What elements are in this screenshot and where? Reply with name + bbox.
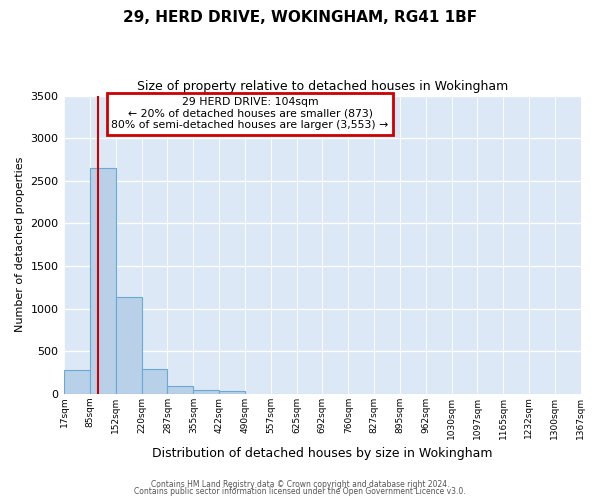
Bar [64,370,90,394]
Text: Contains public sector information licensed under the Open Government Licence v3: Contains public sector information licen… [134,488,466,496]
Bar [116,296,142,394]
Text: 29 HERD DRIVE: 104sqm
← 20% of detached houses are smaller (873)
80% of semi-det: 29 HERD DRIVE: 104sqm ← 20% of detached … [112,97,389,130]
Text: 29, HERD DRIVE, WOKINGHAM, RG41 1BF: 29, HERD DRIVE, WOKINGHAM, RG41 1BF [123,10,477,25]
Title: Size of property relative to detached houses in Wokingham: Size of property relative to detached ho… [137,80,508,93]
Y-axis label: Number of detached properties: Number of detached properties [15,157,25,332]
Bar [90,168,116,394]
Bar [167,386,193,394]
Bar [193,390,219,394]
Bar [142,370,167,394]
Bar [219,391,245,394]
Text: Contains HM Land Registry data © Crown copyright and database right 2024.: Contains HM Land Registry data © Crown c… [151,480,449,489]
X-axis label: Distribution of detached houses by size in Wokingham: Distribution of detached houses by size … [152,447,493,460]
